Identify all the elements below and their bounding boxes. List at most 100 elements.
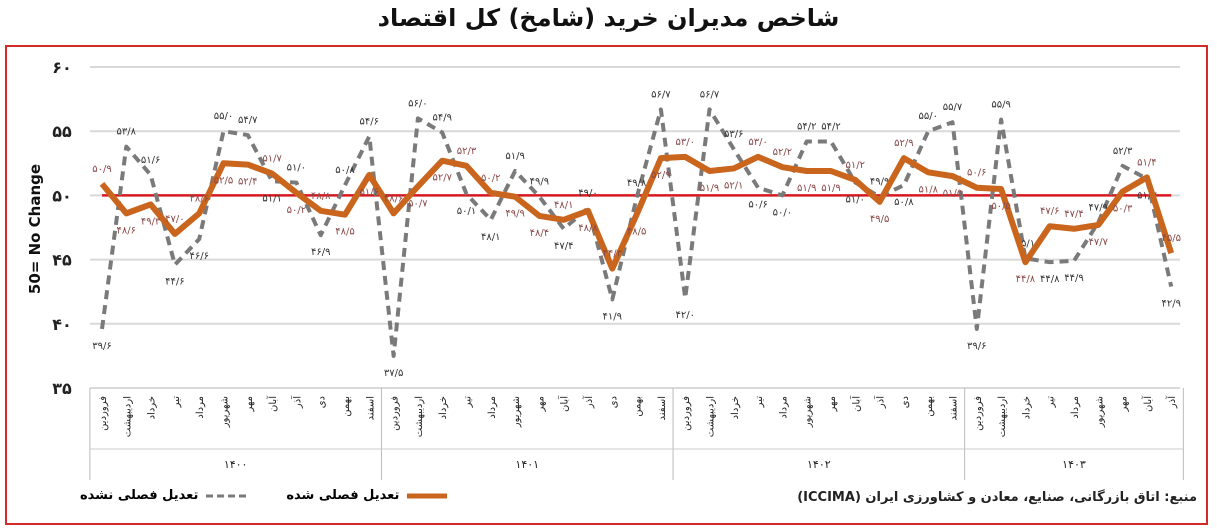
x-tick-label: خرداد [147,396,158,419]
data-label: ۴۸/۱ [481,232,500,243]
data-label: ۵۲/۹ [894,138,913,149]
year-label: ۱۴۰۲ [807,458,831,471]
data-label: ۵۳/۶ [724,129,743,140]
x-tick-label: تیر [463,396,474,409]
chart-title: شاخص مدیران خرید (شامخ) کل اقتصاد [377,4,840,32]
x-tick-label: بهمن [341,396,352,417]
data-label: ۵۲/۵ [214,175,233,186]
data-label: ۵۴/۲ [797,121,816,132]
x-tick-label: مهر [244,396,255,412]
data-label: ۴۷/۹ [1089,202,1108,213]
data-label: ۵۱/۴ [1137,157,1156,168]
data-label: ۴۹/۹ [505,209,524,220]
y-tick-label: ۴۵ [52,251,72,270]
x-tick-label: شهریور [803,396,814,428]
x-tick-label: مرداد [778,396,789,419]
x-tick-label: فروردین [681,396,692,431]
data-label: ۴۱/۹ [603,311,622,322]
x-tick-label: بهمن [633,396,644,417]
data-label: ۵۴/۷ [238,115,258,126]
data-label: ۴۸/۴ [530,228,549,239]
legend-adjusted-label: تعدیل فصلی شده [286,488,400,503]
data-label: ۵۰/۵ [991,201,1010,212]
data-label: ۵۱/۹ [797,183,816,194]
y-tick-label: ۵۰ [52,186,72,205]
y-axis-label: 50= No Change [26,163,44,295]
data-label: ۵۰/۸ [335,165,355,176]
data-label: ۵۱/۳ [1137,191,1157,202]
data-label: ۴۸/۶ [384,193,403,204]
data-label: ۵۵/۰ [214,111,233,122]
x-tick-label: خرداد [730,396,741,419]
x-tick-label: شهریور [511,396,522,428]
data-label: ۴۲/۹ [1161,299,1180,310]
data-label: ۵۴/۶ [360,116,379,127]
data-label: ۵۲/۳ [457,146,477,157]
data-label: ۵۱/۲ [846,160,865,171]
data-label: ۵۱/۹ [821,183,840,194]
x-tick-label: آبان [266,395,279,412]
data-label: ۵۰/۸ [894,197,914,208]
data-label: ۴۷/۷ [1089,237,1109,248]
y-tick-label: ۴۰ [52,315,72,334]
data-label: ۳۹/۶ [92,341,111,352]
x-tick-label: اسفند [657,396,668,420]
x-tick-label: آبان [1141,395,1154,412]
y-tick-label: ۶۰ [52,58,72,77]
data-label: ۵۵/۷ [943,102,963,113]
data-label: ۵۰/۰ [773,207,792,218]
legend-unadjusted-swatch [206,494,247,497]
data-label: ۴۹/۹ [870,177,889,188]
data-label: ۵۱/۰ [846,195,865,206]
x-tick-label: آذر [874,395,887,409]
data-label: ۵۰/۶ [748,200,767,211]
data-label: ۴۷/۴ [554,241,573,252]
data-label: ۵۱/۷ [262,154,282,165]
data-label: ۵۲/۴ [238,177,257,188]
data-label: ۴۸/۱ [554,200,573,211]
x-tick-label: فروردین [973,396,984,431]
data-label: ۴۴/۸ [1040,274,1060,285]
x-tick-label: دی [317,396,328,408]
data-label: ۵۱/۶ [360,187,379,198]
data-label: ۴۲/۰ [675,310,694,321]
data-label: ۴۸/۵ [627,227,646,238]
x-tick-label: مهر [827,396,838,412]
data-label: ۵۱/۸ [918,184,938,195]
data-label: ۵۴/۹ [432,112,451,123]
data-label: ۵۲/۳ [1113,146,1133,157]
x-tick-label: اسفند [949,396,960,420]
x-tick-label: آبان [849,395,862,412]
data-label: ۵۰/۷ [408,198,428,209]
x-tick-label: آذر [1165,395,1178,409]
x-tick-label: آبان [558,395,571,412]
x-tick-label: دی [608,396,619,408]
data-label: ۴۹/۸ [627,178,647,189]
x-tick-label: اردیبهشت [997,396,1008,437]
x-tick-label: بهمن [924,396,935,417]
data-label: ۴۸/۶ [189,193,208,204]
x-tick-label: خرداد [1021,396,1032,419]
data-label: ۴۴/۹ [1064,273,1083,284]
data-label: ۵۰/۲ [481,173,500,184]
data-label: ۴۷/۴ [1064,209,1083,220]
data-label: ۵۲/۹ [651,170,670,181]
legend: تعدیل فصلی شده تعدیل فصلی نشده [80,488,448,503]
data-label: ۳۷/۵ [384,368,403,379]
data-label: ۴۶/۹ [311,247,330,258]
data-label: ۵۶/۰ [408,98,427,109]
data-label: ۴۸/۵ [335,227,354,238]
data-label: ۵۰/۶ [967,168,986,179]
year-label: ۱۴۰۰ [224,458,248,471]
data-label: ۴۸/۸ [578,223,598,234]
data-label: ۵۱/۹ [700,183,719,194]
data-label: ۴۷/۶ [1040,206,1059,217]
data-label: ۴۸/۸ [311,191,331,202]
y-tick-label: ۳۵ [52,379,72,398]
year-label: ۱۴۰۱ [515,458,539,471]
x-tick-label: مهر [1119,396,1130,412]
data-label: ۵۳/۰ [748,137,767,148]
x-tick-label: مرداد [195,396,206,419]
chart-frame [5,45,1208,525]
